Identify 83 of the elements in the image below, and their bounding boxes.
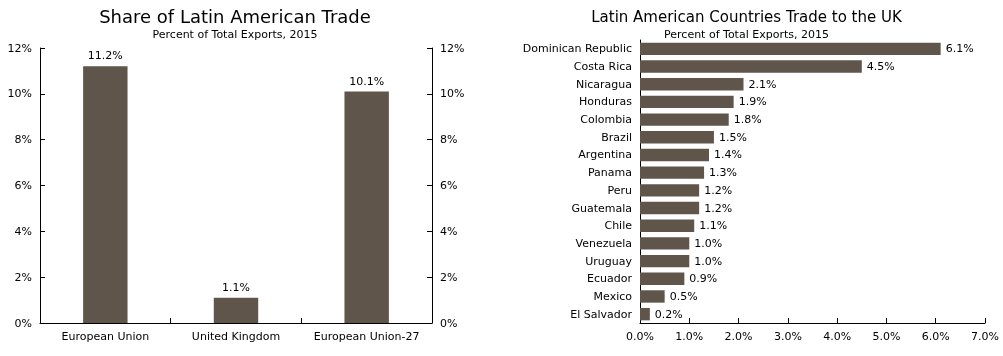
- data-label: 0.9%: [689, 272, 718, 286]
- y2-tick-label: 4%: [440, 224, 458, 238]
- bar: [640, 201, 700, 215]
- y2-tick-label: 6%: [440, 179, 458, 192]
- chart-title: Latin American Countries Trade to the UK: [591, 7, 903, 26]
- y-tick-label: Uruguay: [585, 254, 633, 268]
- data-label: 1.3%: [709, 166, 738, 180]
- y-tick-label: Honduras: [579, 95, 633, 109]
- data-label: 1.2%: [704, 183, 733, 197]
- bar: [640, 95, 734, 109]
- data-label: 0.2%: [654, 307, 683, 321]
- x-tick-label: 7.0%: [971, 330, 999, 343]
- data-label: 0.5%: [669, 289, 698, 303]
- y2-tick-label: 10%: [440, 87, 465, 101]
- y-tick-label: 12%: [7, 41, 32, 55]
- chart-subtitle: Percent of Total Exports, 2015: [152, 28, 318, 41]
- data-label: 1.4%: [714, 148, 742, 162]
- x-tick-label: 5.0%: [872, 330, 901, 343]
- data-label: 1.5%: [718, 130, 747, 144]
- bar: [640, 237, 690, 250]
- y2-tick-label: 0%: [440, 316, 458, 330]
- x-tick-label: European Union-27: [313, 330, 420, 343]
- y-tick-label: 10%: [7, 87, 32, 101]
- y-tick-label: 6%: [14, 179, 32, 192]
- bar: [640, 290, 665, 303]
- bar: [640, 184, 700, 197]
- y2-tick-label: 8%: [440, 133, 458, 147]
- bar: [640, 219, 695, 232]
- data-label: 1.1%: [699, 219, 728, 233]
- x-tick-label: 0.0%: [626, 330, 654, 343]
- y-tick-label: Mexico: [593, 289, 633, 303]
- data-label: 1.1%: [222, 280, 250, 294]
- y-tick-label: Argentina: [578, 148, 632, 162]
- data-label: 1.0%: [694, 254, 723, 268]
- chart-subtitle: Percent of Total Exports, 2015: [664, 28, 829, 41]
- y-tick-label: 0%: [14, 316, 32, 330]
- bar: [640, 113, 729, 126]
- data-label: 1.9%: [738, 95, 767, 109]
- bar: [640, 60, 862, 73]
- x-tick-label: 6.0%: [921, 330, 950, 343]
- data-label: 10.1%: [349, 74, 385, 88]
- x-tick-label: 3.0%: [773, 330, 802, 343]
- y-tick-label: Panama: [587, 166, 632, 180]
- y-tick-label: Brazil: [601, 130, 632, 144]
- y-tick-label: 8%: [14, 133, 32, 147]
- chart-title: Share of Latin American Trade: [99, 5, 371, 27]
- y-tick-label: Peru: [607, 183, 632, 197]
- y-tick-label: Nicaragua: [575, 77, 632, 91]
- data-label: 11.2%: [87, 49, 123, 63]
- y-tick-label: Chile: [604, 219, 633, 233]
- bar: [640, 78, 744, 91]
- y-tick-label: El Salvador: [570, 307, 633, 321]
- y-tick-label: Colombia: [580, 113, 632, 127]
- x-tick-label: 4.0%: [823, 330, 852, 343]
- y-tick-label: Guatemala: [571, 201, 632, 215]
- bar: [640, 131, 714, 144]
- y2-tick-label: 2%: [440, 270, 458, 284]
- y-tick-label: Dominican Republic: [522, 42, 632, 56]
- y-tick-label: Venezuela: [575, 236, 632, 250]
- x-tick-label: 2.0%: [724, 330, 753, 343]
- data-label: 6.1%: [945, 42, 974, 56]
- y-tick-label: Ecuador: [587, 272, 633, 286]
- bar: [344, 91, 389, 323]
- y-tick-label: Costa Rica: [573, 60, 632, 74]
- bar: [213, 297, 259, 323]
- y-tick-label: 2%: [14, 270, 32, 284]
- x-tick-label: 1.0%: [675, 330, 704, 343]
- data-label: 4.5%: [866, 60, 895, 74]
- data-label: 1.8%: [733, 113, 762, 127]
- bar: [640, 307, 650, 321]
- data-label: 1.0%: [694, 236, 723, 250]
- bar: [640, 148, 709, 162]
- x-tick-label: United Kingdom: [191, 330, 281, 343]
- y2-tick-label: 12%: [440, 41, 465, 55]
- bar: [640, 254, 690, 268]
- data-label: 1.2%: [704, 201, 733, 215]
- bar: [640, 166, 705, 179]
- y-tick-label: 4%: [14, 224, 32, 238]
- x-tick-label: European Union: [61, 330, 150, 343]
- bar: [640, 272, 685, 285]
- bar: [640, 42, 941, 56]
- data-label: 2.1%: [748, 77, 777, 91]
- bar: [83, 66, 128, 323]
